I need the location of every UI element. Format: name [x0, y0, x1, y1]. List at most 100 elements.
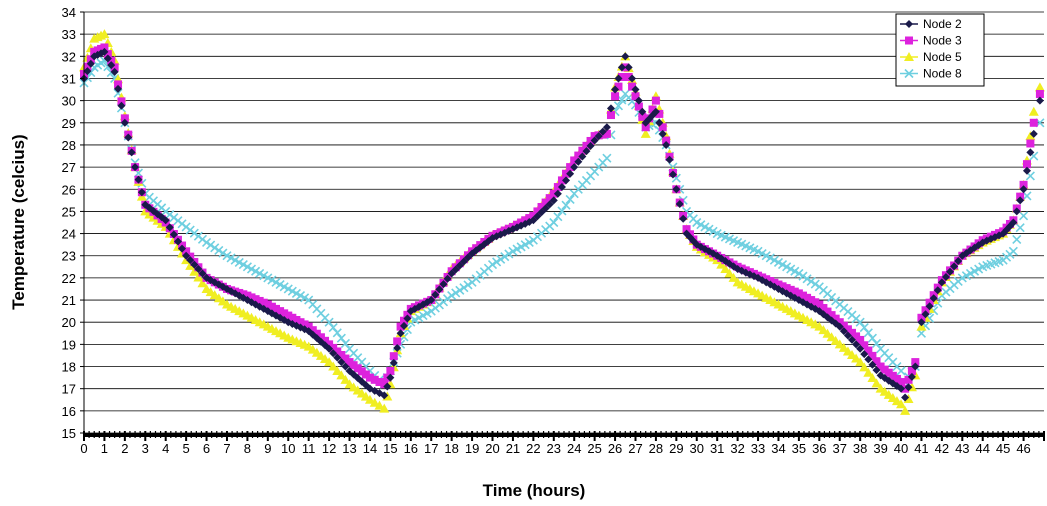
data-point: [380, 391, 389, 400]
data-point: [189, 266, 200, 276]
x-tick-label: 42: [935, 441, 949, 456]
data-point: [835, 322, 844, 331]
x-tick-label: 19: [465, 441, 479, 456]
data-point: [103, 54, 112, 63]
data-point: [1034, 82, 1045, 92]
data-point: [868, 351, 877, 360]
data-point: [624, 63, 633, 72]
data-point: [586, 141, 595, 150]
data-point: [640, 128, 651, 138]
data-point: [276, 307, 285, 316]
data-point: [867, 333, 877, 343]
data-point: [876, 362, 885, 371]
data-point: [871, 378, 882, 388]
data-point: [374, 400, 385, 410]
x-tick-label: 11: [302, 441, 316, 456]
data-point: [386, 373, 395, 382]
data-point: [103, 50, 112, 59]
data-point: [586, 136, 595, 145]
data-point: [590, 132, 599, 141]
data-point: [1019, 185, 1028, 194]
data-point: [594, 132, 603, 141]
data-point: [435, 285, 444, 294]
x-tick-label: 21: [506, 441, 520, 456]
series-node-2: [80, 47, 1044, 402]
data-point: [628, 82, 637, 91]
y-tick-label: 15: [62, 426, 76, 441]
data-point: [1022, 160, 1031, 169]
data-point: [173, 237, 182, 246]
x-tick-label: 13: [342, 441, 356, 456]
y-tick-label: 29: [62, 116, 76, 131]
data-point: [341, 362, 350, 371]
x-tick-label: 27: [628, 441, 642, 456]
data-point: [455, 261, 464, 270]
data-point: [487, 260, 498, 270]
data-point: [606, 104, 615, 113]
data-point: [807, 296, 816, 305]
x-tick-label: 22: [526, 441, 540, 456]
data-point: [651, 107, 660, 116]
y-axis-title: Temperature (celcius): [9, 134, 28, 309]
data-point: [648, 105, 657, 114]
data-point: [333, 353, 342, 362]
data-point: [1029, 118, 1038, 127]
data-point: [621, 52, 630, 61]
data-point: [582, 147, 591, 156]
x-tick-label: 39: [873, 441, 887, 456]
data-point: [628, 74, 637, 83]
data-point: [345, 358, 354, 367]
legend-label: Node 3: [923, 34, 962, 48]
x-tick-label: 5: [183, 441, 190, 456]
data-point: [634, 96, 643, 105]
data-point: [124, 133, 133, 142]
data-point: [855, 317, 865, 327]
x-tick-label: 2: [121, 441, 128, 456]
data-point: [1022, 191, 1032, 201]
data-point: [720, 264, 731, 274]
x-tick-label: 23: [547, 441, 561, 456]
data-point: [907, 372, 916, 381]
data-point: [864, 355, 873, 364]
data-point: [201, 237, 212, 248]
data-point: [1015, 223, 1025, 233]
x-tick-label: 0: [80, 441, 87, 456]
data-point: [631, 85, 640, 94]
data-point: [193, 272, 204, 282]
data-point: [1019, 211, 1029, 221]
data-point: [455, 285, 465, 295]
data-point: [602, 129, 611, 138]
data-point: [798, 271, 808, 281]
data-point: [349, 361, 358, 370]
data-point: [365, 373, 374, 382]
data-point: [803, 293, 812, 302]
data-point: [1019, 180, 1028, 189]
data-point: [839, 321, 848, 330]
data-point: [161, 216, 170, 225]
data-point: [794, 289, 803, 298]
data-point: [871, 338, 882, 349]
data-point: [206, 240, 216, 250]
data-point: [566, 163, 575, 172]
data-point: [933, 286, 942, 295]
data-point: [946, 267, 955, 276]
data-point: [888, 371, 897, 380]
data-point: [86, 55, 95, 64]
data-point: [672, 185, 681, 194]
x-tick-label: 43: [955, 441, 969, 456]
data-point: [679, 214, 688, 223]
data-point: [1026, 139, 1035, 148]
data-point: [839, 327, 848, 336]
data-point: [884, 368, 893, 377]
x-tick-label: 20: [485, 441, 499, 456]
data-point: [917, 318, 926, 327]
y-tick-label: 31: [62, 71, 76, 86]
y-tick-label: 18: [62, 360, 76, 375]
data-point: [778, 282, 787, 291]
data-point: [724, 268, 735, 278]
x-tick-label: 28: [649, 441, 663, 456]
data-point: [504, 249, 514, 259]
data-point: [856, 335, 865, 344]
data-point: [617, 95, 627, 105]
legend-marker: [904, 68, 914, 79]
